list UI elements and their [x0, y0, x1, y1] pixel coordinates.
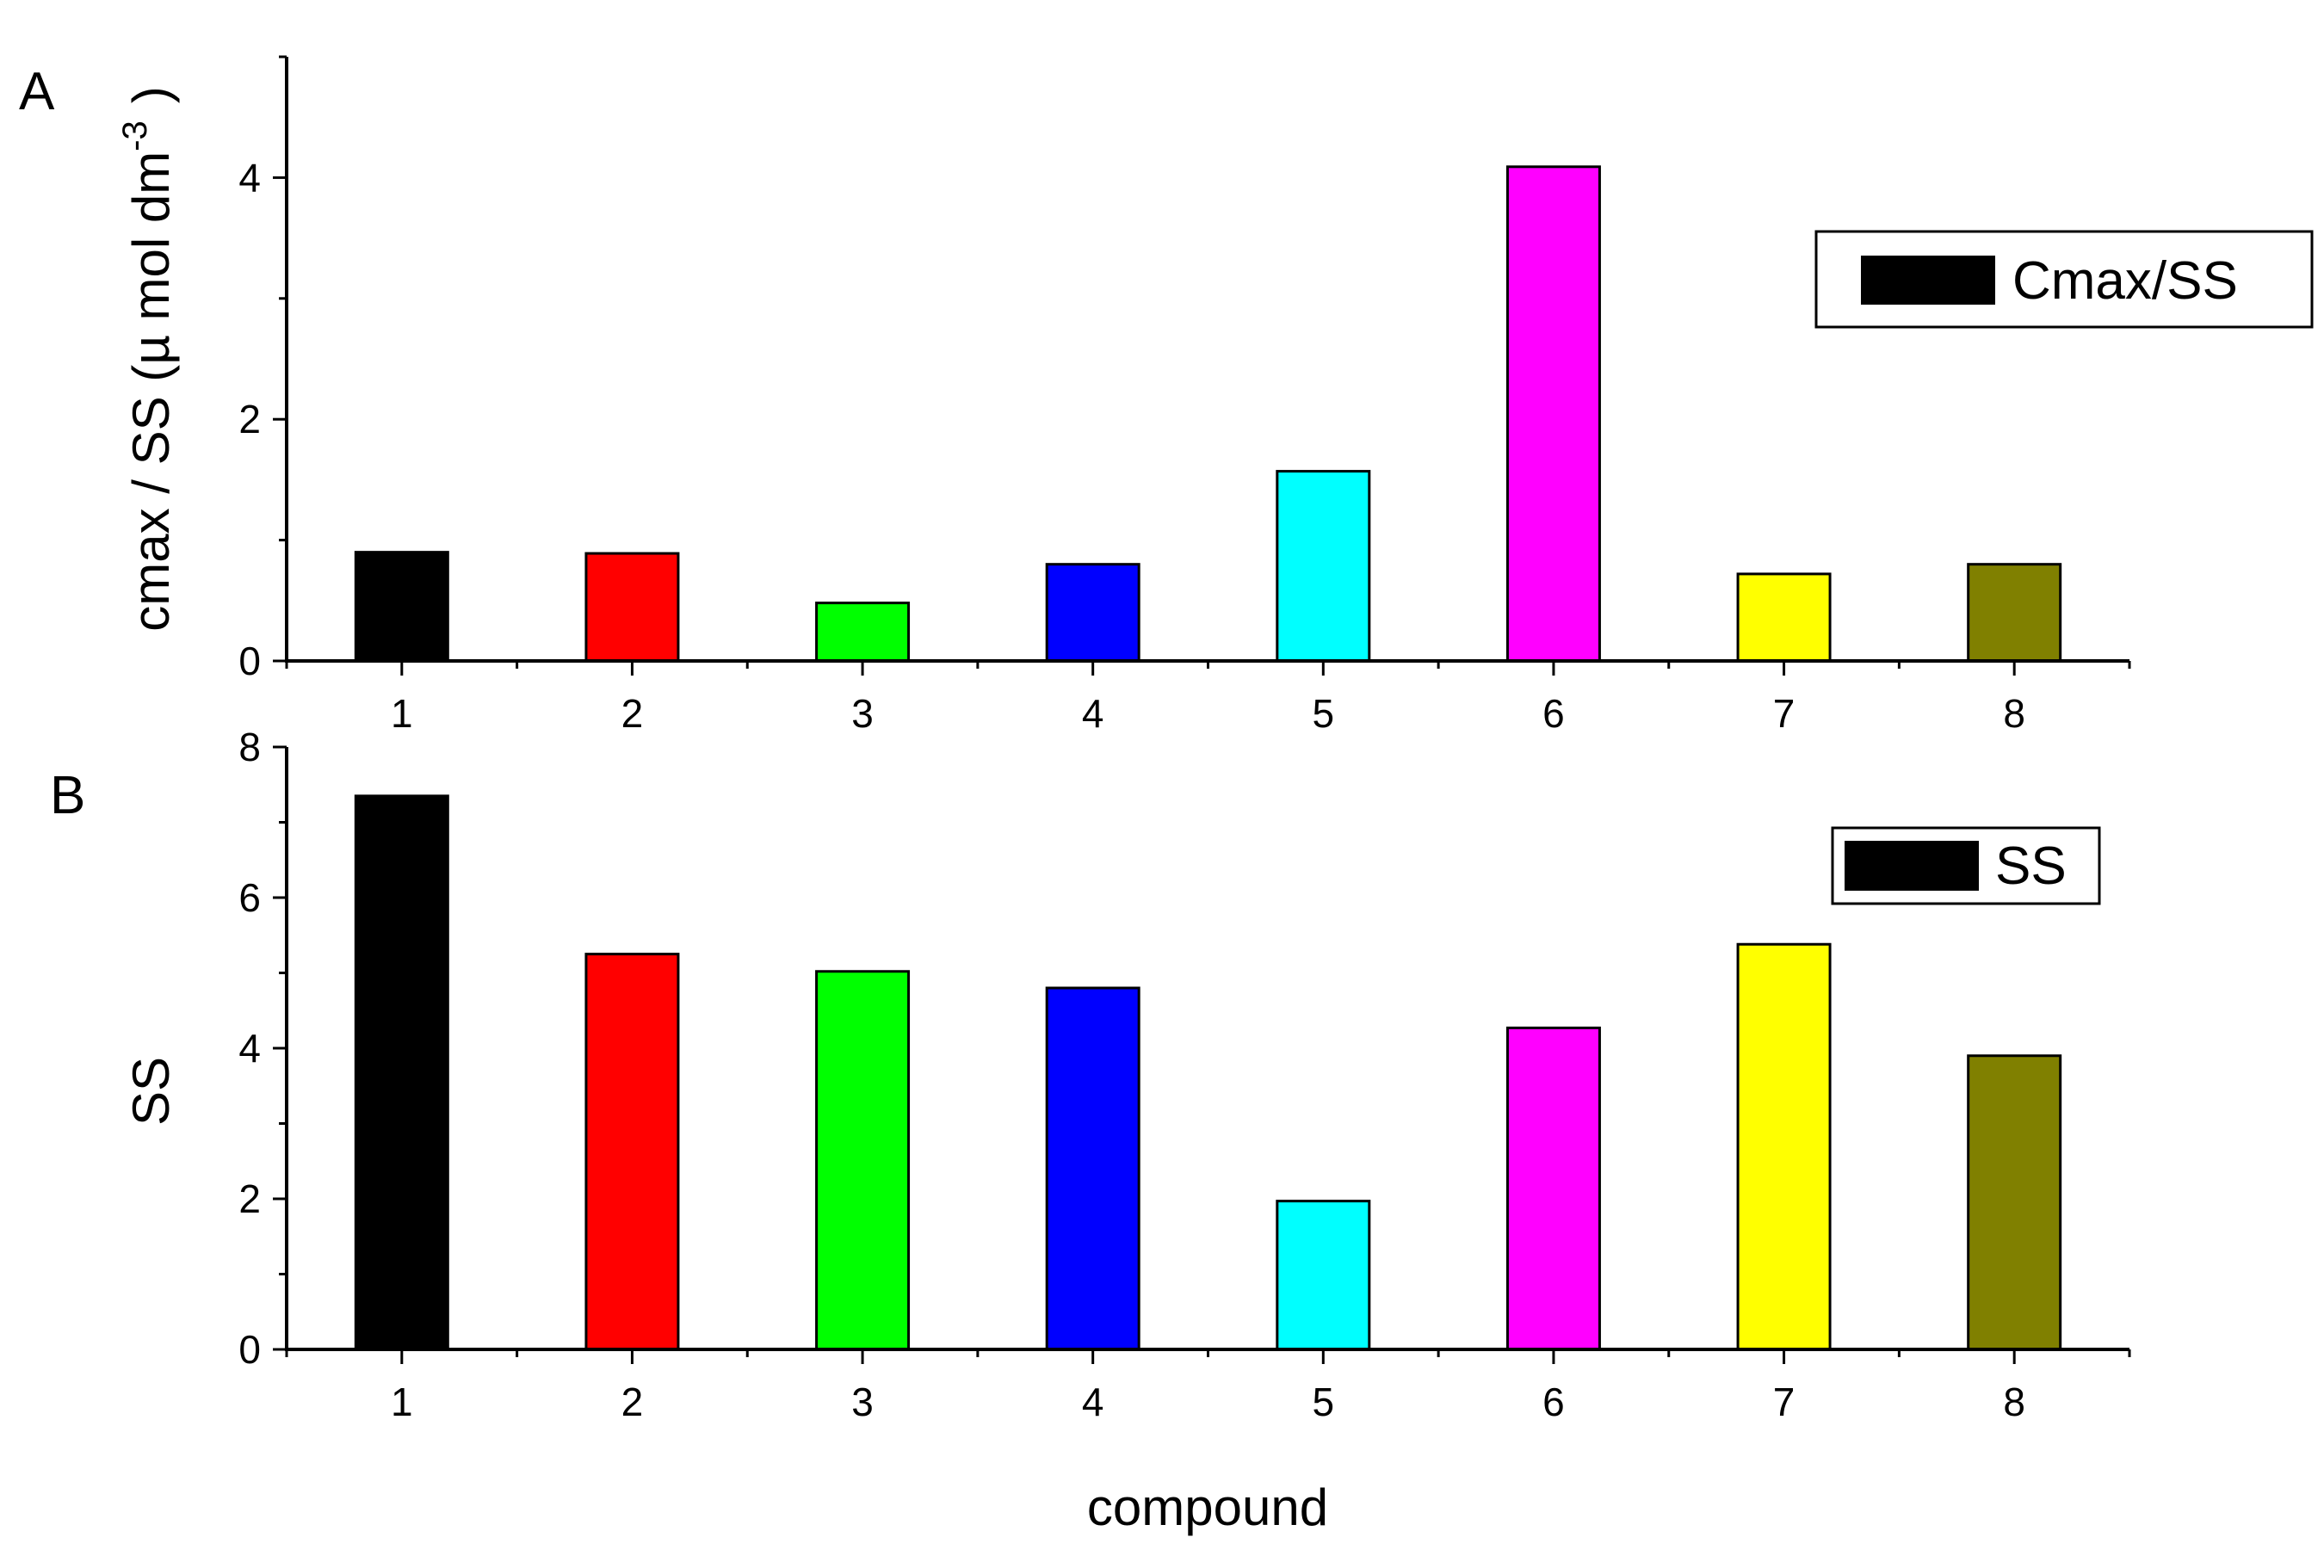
x-tick-label-a: 4: [1082, 691, 1104, 736]
y-ticks-a: 0 2 4: [238, 55, 287, 683]
y-tick-label-a: 4: [238, 155, 261, 200]
y-tick-label-b: 8: [238, 725, 261, 769]
x-tick-label-b: 8: [2003, 1380, 2025, 1424]
x-tick-label-b: 5: [1313, 1380, 1335, 1424]
x-tick-label-a: 5: [1313, 691, 1335, 736]
bar-b-5: [1276, 1200, 1371, 1351]
bar-a-6: [1505, 165, 1601, 663]
legend-a-swatch: [1861, 256, 1995, 305]
y-axis-title-a-main: cmax / SS (µ mol dm: [122, 151, 180, 632]
x-tick-label-a: 7: [1773, 691, 1796, 736]
x-tick-label-a: 3: [851, 691, 874, 736]
bar-b-2: [584, 953, 680, 1351]
panel-a-label: A: [19, 62, 55, 121]
x-tick-label-b: 2: [621, 1380, 644, 1424]
x-ticks-a: 1 2 3 4 5 6 7 8: [285, 661, 2131, 736]
x-tick-label-a: 8: [2003, 691, 2025, 736]
bar-b-8: [1967, 1054, 2062, 1351]
bar-b-3: [815, 970, 911, 1351]
bar-a-2: [584, 552, 680, 663]
x-tick-label-b: 6: [1542, 1380, 1565, 1424]
panel-b: B 0 2 4 6 8 1 2 3 4 5 6 7 8 SS SS: [50, 725, 2131, 1424]
bar-a-4: [1045, 563, 1140, 663]
y-tick-label-b: 6: [238, 875, 261, 920]
x-tick-label-b: 3: [851, 1380, 874, 1424]
panel-b-label: B: [50, 766, 85, 825]
bars-a: [354, 165, 2062, 663]
legend-b: SS: [1831, 826, 2101, 905]
legend-b-swatch: [1845, 841, 1979, 891]
bar-a-3: [815, 602, 911, 663]
bar-b-6: [1505, 1026, 1601, 1351]
x-tick-label-b: 4: [1082, 1380, 1104, 1424]
y-tick-label-b: 4: [238, 1026, 261, 1071]
x-tick-label-b: 7: [1773, 1380, 1796, 1424]
x-tick-label-a: 2: [621, 691, 644, 736]
x-tick-label-a: 6: [1542, 691, 1565, 736]
legend-a-label: Cmax/SS: [2012, 251, 2238, 311]
bar-a-5: [1276, 470, 1371, 663]
bar-b-1: [354, 794, 449, 1351]
bar-a-8: [1967, 563, 2062, 663]
y-axis-title-a-sup: -3: [116, 120, 154, 151]
y-tick-label-b: 2: [238, 1176, 261, 1221]
x-tick-label-b: 1: [391, 1380, 413, 1424]
x-axis-title: compound: [1087, 1478, 1328, 1536]
bars-b: [354, 794, 2062, 1351]
legend-a: Cmax/SS: [1814, 230, 2314, 329]
y-tick-label-b: 0: [238, 1327, 261, 1372]
y-axis-title-b: SS: [122, 1057, 180, 1126]
bar-b-7: [1736, 942, 1832, 1351]
y-axis-title-a-close: ): [122, 86, 180, 103]
x-ticks-b: 1 2 3 4 5 6 7 8: [285, 1349, 2131, 1424]
panel-a: A 0 2 4 1 2 3 4 5 6 7 8 cmax / SS (µ mol dm-3) Cm…: [19, 55, 2314, 736]
x-tick-label-a: 1: [391, 691, 413, 736]
y-ticks-b: 0 2 4 6 8: [238, 725, 287, 1372]
y-tick-label-a: 0: [238, 639, 261, 683]
y-axis-title-a: cmax / SS (µ mol dm-3): [116, 86, 180, 632]
bar-a-1: [354, 551, 449, 663]
legend-b-label: SS: [1995, 836, 2067, 896]
y-tick-label-a: 2: [238, 397, 261, 441]
bar-a-7: [1736, 572, 1832, 663]
bar-b-4: [1045, 986, 1140, 1351]
